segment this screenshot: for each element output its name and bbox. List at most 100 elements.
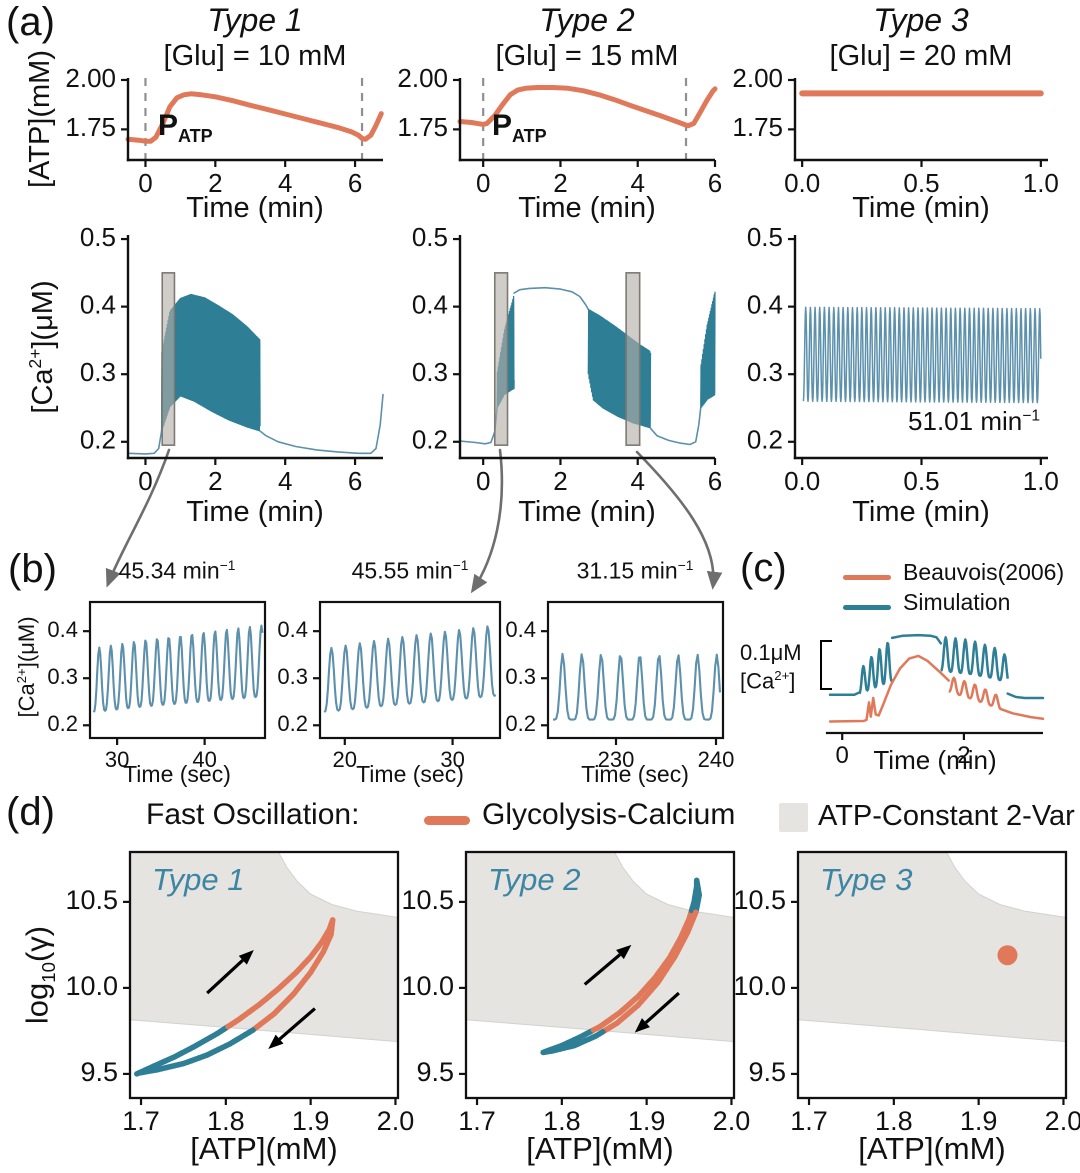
svg-text:10.5: 10.5 [733, 885, 786, 915]
svg-text:1.7: 1.7 [458, 1106, 496, 1136]
svg-text:2: 2 [208, 168, 222, 198]
svg-text:0.4: 0.4 [80, 290, 116, 320]
svg-text:0.0: 0.0 [784, 466, 820, 496]
svg-text:9.5: 9.5 [80, 1057, 118, 1087]
svg-text:10.5: 10.5 [65, 885, 118, 915]
svg-text:0.3: 0.3 [80, 357, 116, 387]
svg-text:6: 6 [348, 466, 362, 496]
connector-arrow-2 [470, 448, 504, 594]
svg-text:2.0: 2.0 [377, 1106, 415, 1136]
b2-frequency-title: 45.55 min−1 [351, 557, 469, 584]
svg-text:1.75: 1.75 [732, 112, 783, 142]
plot-a3: 0.0 0.5 1.0 1.75 2.00 [732, 63, 1059, 198]
svg-text:0.3: 0.3 [747, 357, 783, 387]
svg-text:1.8: 1.8 [875, 1106, 913, 1136]
plot-a1: 0 2 4 6 1.75 2.00 [65, 63, 384, 198]
svg-text:0: 0 [476, 466, 490, 496]
log-gamma-y-axis-label: log10(γ) [19, 925, 59, 1025]
svg-text:1.8: 1.8 [543, 1106, 581, 1136]
svg-text:0.0: 0.0 [784, 168, 820, 198]
plot-d2: 1.7 1.8 1.9 2.0 9.5 10.0 10.5 [401, 850, 750, 1136]
svg-text:0.4: 0.4 [412, 290, 448, 320]
svg-text:30: 30 [440, 747, 464, 772]
svg-text:0.2: 0.2 [80, 425, 116, 455]
plot-b3: 230 240 0.2 0.3 0.4 [505, 600, 735, 772]
svg-text:10.0: 10.0 [65, 971, 118, 1001]
col1-glucose-title: [Glu] = 10 mM [163, 40, 347, 72]
svg-text:4: 4 [278, 466, 292, 496]
svg-text:2: 2 [957, 742, 970, 769]
time-axis-label-a2: Time (min) [518, 192, 656, 224]
plot-d3: 1.7 1.8 1.9 2.0 9.5 10.0 10.5 [733, 850, 1080, 1136]
svg-text:1.75: 1.75 [397, 112, 448, 142]
time-sec-label-b2: Time (sec) [356, 761, 464, 787]
svg-text:0.3: 0.3 [277, 664, 308, 689]
svg-text:0.4: 0.4 [277, 617, 308, 642]
svg-text:0.3: 0.3 [47, 664, 78, 689]
svg-text:0.5: 0.5 [412, 222, 448, 252]
d-legend-patch-swatch [779, 803, 808, 832]
svg-text:6: 6 [348, 168, 362, 198]
svg-text:0: 0 [476, 168, 490, 198]
svg-text:9.5: 9.5 [748, 1057, 786, 1087]
svg-text:1.9: 1.9 [960, 1106, 998, 1136]
svg-text:0: 0 [138, 466, 152, 496]
svg-text:4: 4 [630, 466, 644, 496]
svg-text:1.0: 1.0 [1023, 168, 1059, 198]
d1-type-label: Type 1 [152, 862, 245, 897]
svg-text:0.3: 0.3 [412, 357, 448, 387]
atp-x-axis-label-d1: [ATP](mM) [190, 1131, 338, 1166]
svg-text:6: 6 [708, 168, 722, 198]
svg-text:2: 2 [208, 466, 222, 496]
svg-text:1.9: 1.9 [292, 1106, 330, 1136]
svg-text:0.5: 0.5 [747, 222, 783, 252]
connector-arrow-1 [105, 448, 171, 588]
svg-text:10.0: 10.0 [401, 971, 454, 1001]
d2-type-label: Type 2 [488, 862, 581, 897]
svg-text:0.2: 0.2 [505, 711, 536, 736]
svg-text:0.5: 0.5 [80, 222, 116, 252]
p-atp-annotation-2: PATP [492, 109, 547, 146]
legend-line-simulation [843, 605, 891, 610]
svg-text:1.7: 1.7 [122, 1106, 160, 1136]
panel-label-a: (a) [6, 0, 55, 44]
svg-text:1.7: 1.7 [790, 1106, 828, 1136]
scalebar-amount: 0.1μM [740, 640, 802, 665]
ca3-frequency-annotation: 51.01 min−1 [908, 406, 1040, 436]
time-axis-label-ca2: Time (min) [518, 496, 656, 528]
plot-a2: 0 2 4 6 1.75 2.00 [397, 63, 722, 198]
svg-text:0.2: 0.2 [47, 711, 78, 736]
d3-type-label: Type 3 [820, 862, 913, 897]
svg-text:0.2: 0.2 [747, 425, 783, 455]
svg-text:2.0: 2.0 [1045, 1106, 1080, 1136]
legend-line-beauvois [843, 575, 891, 580]
svg-text:10.5: 10.5 [401, 885, 454, 915]
svg-text:0.4: 0.4 [47, 617, 78, 642]
svg-text:30: 30 [105, 747, 129, 772]
time-axis-label-ca1: Time (min) [186, 496, 324, 528]
d-legend-line-swatch [424, 816, 470, 825]
atp-x-axis-label-d2: [ATP](mM) [526, 1131, 674, 1166]
col3-glucose-title: [Glu] = 20 mM [829, 40, 1013, 72]
svg-text:0.5: 0.5 [903, 168, 939, 198]
svg-text:0.5: 0.5 [903, 466, 939, 496]
panel-label-d: (d) [6, 790, 55, 834]
svg-text:240: 240 [698, 747, 735, 772]
legend-label-beauvois: Beauvois(2006) [903, 559, 1065, 585]
d-legend-patch-label: ATP-Constant 2-Var [818, 800, 1075, 832]
time-sec-label-b1: Time (sec) [123, 761, 231, 787]
atp-x-axis-label-d3: [ATP](mM) [858, 1131, 1006, 1166]
scalebar-bracket [820, 640, 832, 690]
time-axis-label-c: Time (min) [873, 745, 997, 775]
svg-text:20: 20 [333, 747, 357, 772]
panel-label-c: (c) [740, 546, 787, 590]
calcium-y-axis-label: [Ca2+](μM) [25, 280, 59, 414]
svg-text:2.00: 2.00 [732, 63, 783, 93]
b1-frequency-title: 45.34 min−1 [118, 557, 236, 584]
plot-b2: 20 30 0.2 0.3 0.4 [277, 600, 502, 772]
svg-text:230: 230 [598, 747, 635, 772]
svg-text:1.75: 1.75 [65, 112, 116, 142]
b3-frequency-title: 31.15 min−1 [576, 557, 694, 584]
